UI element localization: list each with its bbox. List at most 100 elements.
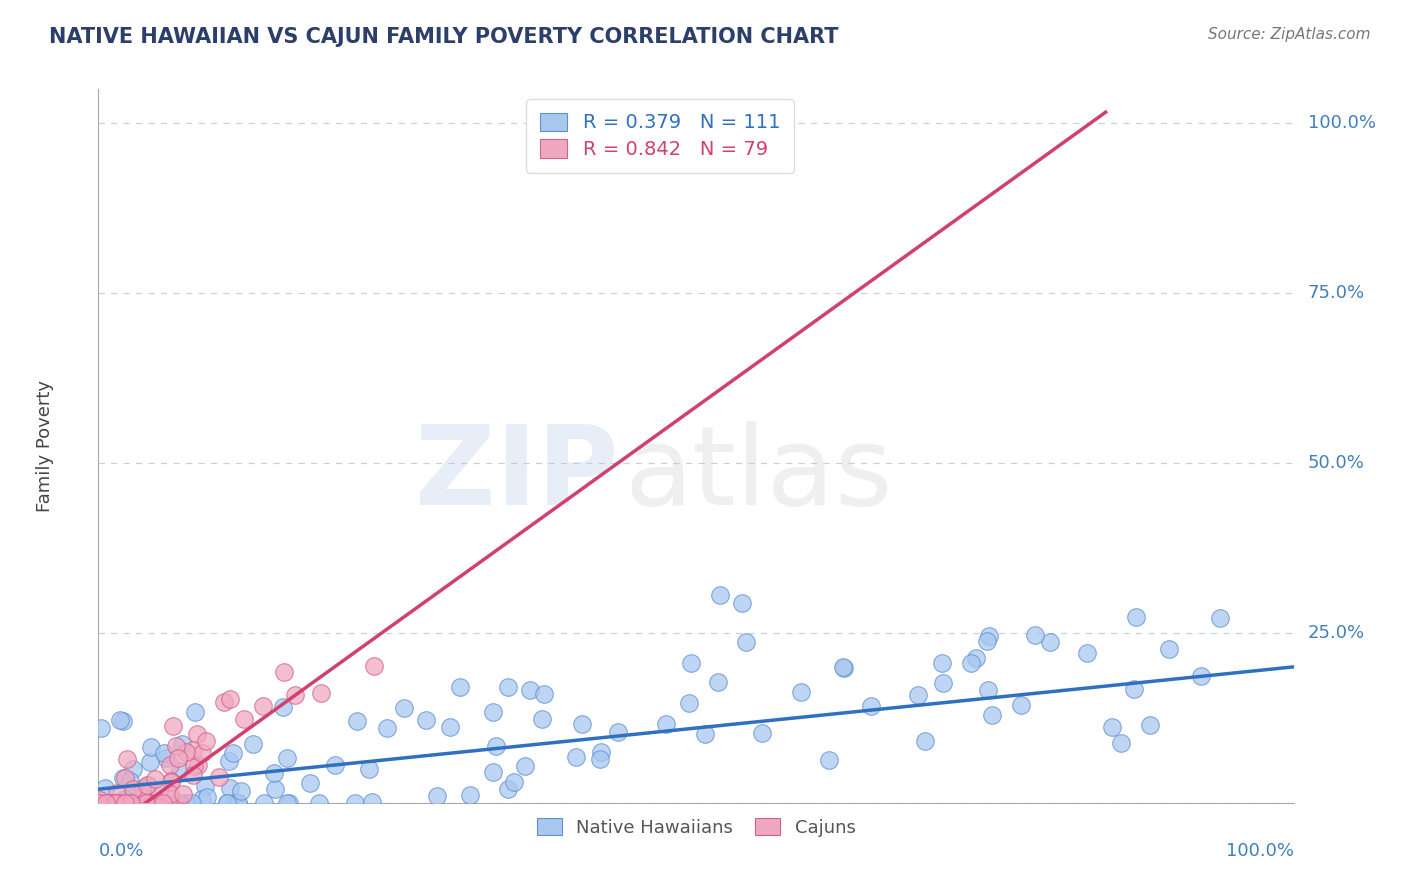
- Point: [145, 796, 167, 810]
- Point: [607, 724, 630, 739]
- Point: [150, 795, 173, 809]
- Point: [264, 781, 287, 796]
- Point: [111, 772, 134, 786]
- Point: [97, 796, 120, 810]
- Point: [976, 633, 998, 648]
- Point: [96, 796, 118, 810]
- Point: [90, 796, 112, 810]
- Point: [139, 740, 162, 755]
- Point: [284, 688, 307, 702]
- Point: [589, 745, 612, 759]
- Point: [122, 782, 145, 797]
- Point: [108, 713, 131, 727]
- Point: [159, 787, 181, 801]
- Point: [93, 796, 115, 810]
- Point: [215, 796, 238, 810]
- Point: [148, 783, 170, 797]
- Point: [1038, 635, 1060, 649]
- Point: [482, 765, 505, 780]
- Point: [105, 786, 128, 800]
- Point: [907, 688, 929, 702]
- Point: [233, 712, 256, 726]
- Point: [138, 796, 160, 810]
- Point: [174, 796, 197, 810]
- Point: [89, 796, 111, 810]
- Text: 0.0%: 0.0%: [98, 842, 143, 860]
- Point: [135, 796, 157, 810]
- Point: [160, 774, 183, 789]
- Point: [112, 796, 135, 810]
- Point: [174, 744, 197, 758]
- Point: [131, 796, 153, 810]
- Point: [503, 775, 526, 789]
- Point: [120, 774, 142, 789]
- Point: [229, 784, 252, 798]
- Point: [271, 700, 294, 714]
- Point: [104, 796, 127, 810]
- Point: [217, 796, 239, 810]
- Point: [129, 794, 152, 808]
- Point: [309, 686, 332, 700]
- Point: [139, 796, 162, 810]
- Point: [308, 796, 330, 810]
- Point: [831, 659, 853, 673]
- Point: [519, 682, 541, 697]
- Point: [167, 796, 190, 810]
- Point: [751, 725, 773, 739]
- Point: [832, 661, 855, 675]
- Point: [93, 796, 115, 810]
- Point: [118, 796, 141, 810]
- Text: Family Poverty: Family Poverty: [35, 380, 53, 512]
- Point: [415, 714, 437, 728]
- Point: [1189, 669, 1212, 683]
- Point: [655, 717, 678, 731]
- Point: [186, 727, 208, 741]
- Point: [932, 675, 955, 690]
- Point: [101, 796, 124, 810]
- Point: [375, 721, 398, 735]
- Point: [108, 796, 131, 810]
- Point: [114, 796, 136, 810]
- Legend: Native Hawaiians, Cajuns: Native Hawaiians, Cajuns: [529, 811, 863, 844]
- Point: [172, 787, 194, 801]
- Point: [96, 796, 118, 810]
- Point: [571, 716, 593, 731]
- Point: [1208, 611, 1230, 625]
- Point: [218, 754, 240, 768]
- Point: [221, 746, 243, 760]
- Point: [195, 733, 218, 747]
- Point: [115, 751, 138, 765]
- Point: [1139, 718, 1161, 732]
- Point: [565, 750, 588, 764]
- Point: [89, 796, 111, 810]
- Point: [706, 674, 728, 689]
- Point: [159, 757, 181, 772]
- Text: NATIVE HAWAIIAN VS CAJUN FAMILY POVERTY CORRELATION CHART: NATIVE HAWAIIAN VS CAJUN FAMILY POVERTY …: [49, 27, 839, 46]
- Point: [242, 737, 264, 751]
- Point: [439, 720, 461, 734]
- Point: [253, 796, 276, 810]
- Point: [190, 746, 212, 760]
- Point: [93, 796, 115, 810]
- Point: [125, 795, 148, 809]
- Text: 100.0%: 100.0%: [1308, 114, 1376, 132]
- Point: [1109, 736, 1132, 750]
- Point: [485, 739, 508, 754]
- Point: [481, 705, 503, 719]
- Point: [533, 687, 555, 701]
- Point: [90, 796, 112, 810]
- Point: [276, 750, 298, 764]
- Point: [153, 746, 176, 760]
- Point: [731, 595, 754, 609]
- Point: [153, 796, 176, 810]
- Point: [191, 792, 214, 806]
- Point: [111, 796, 134, 810]
- Point: [98, 796, 121, 810]
- Point: [273, 665, 295, 679]
- Point: [134, 796, 156, 810]
- Point: [132, 780, 155, 795]
- Text: atlas: atlas: [624, 421, 893, 528]
- Point: [94, 796, 117, 810]
- Point: [169, 764, 191, 778]
- Text: 25.0%: 25.0%: [1308, 624, 1365, 642]
